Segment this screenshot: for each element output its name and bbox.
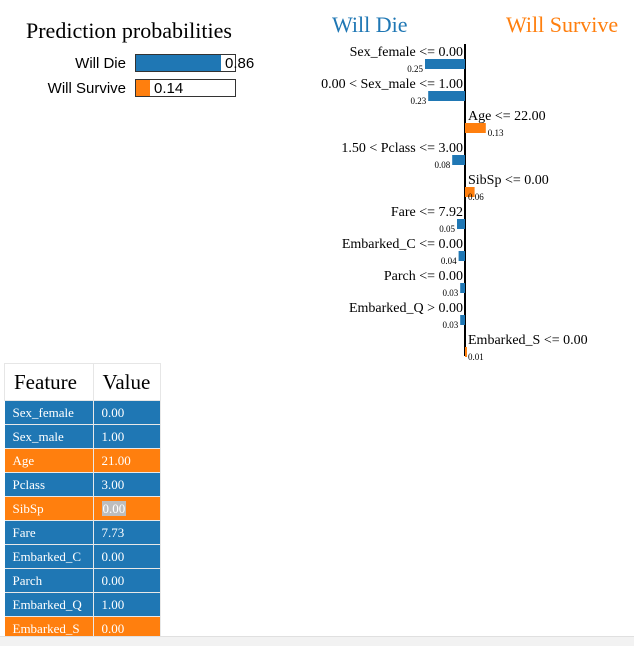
class-title-will-survive: Will Survive [506,12,619,37]
table-header-row: Feature Value [4,363,161,401]
bar-label-fare-7-92: Fare <= 7.92 [391,205,463,220]
bar-value-0-00-sex-male-1-00: 0.23 [410,96,426,106]
table-row: Embarked_S 0.00 [4,616,161,641]
prob-label-will-survive: Will Survive [47,80,126,97]
bar-value-sex-female-0-00: 0.25 [407,64,423,74]
feature-value-cell: 3.00 [93,472,161,497]
bar-label-embarked-c-0-00: Embarked_C <= 0.00 [342,237,463,252]
table-header-feature: Feature [4,363,94,401]
feature-value-cell: 1.00 [93,592,161,617]
feature-name-cell: Fare [4,520,94,545]
bar-label-0-00-sex-male-1-00: 0.00 < Sex_male <= 1.00 [321,77,463,92]
bar-label-sibsp-0-00: SibSp <= 0.00 [468,173,549,188]
feature-value-cell: 7.73 [93,520,161,545]
bar-label-embarked-s-0-00: Embarked_S <= 0.00 [468,333,588,348]
bottom-divider [0,636,634,646]
bar-fare-7-92 [457,219,465,229]
table-row: Embarked_C 0.00 [4,544,161,569]
bar-label-embarked-q-0-00: Embarked_Q > 0.00 [349,301,463,316]
table-row: Age 21.00 [4,448,161,473]
bar-embarked-c-0-00 [458,251,465,261]
bar-1-50-pclass-3-00 [452,155,465,165]
table-row: Parch 0.00 [4,568,161,593]
prob-row-will-die: Will Die 0.86 [0,54,634,74]
prob-label-will-die: Will Die [75,55,126,72]
prob-bar-will-die [135,54,236,72]
bar-sibsp-0-00 [465,187,475,197]
bar-label-sex-female-0-00: Sex_female <= 0.00 [350,45,463,60]
table-row: Sex_male 1.00 [4,424,161,449]
bar-label-1-50-pclass-3-00: 1.50 < Pclass <= 3.00 [341,141,463,156]
feature-value-cell: 21.00 [93,448,161,473]
prob-row-will-survive: Will Survive 0.14 [0,79,634,99]
feature-name-cell: Pclass [4,472,94,497]
bar-parch-0-00 [460,283,465,293]
bar-embarked-s-0-00 [465,347,467,357]
table-row: Embarked_Q 1.00 [4,592,161,617]
bar-age-22-00 [465,123,486,133]
highlighted-value: 0.00 [101,500,127,516]
table-row: Pclass 3.00 [4,472,161,497]
explanation-bar-chart: Sex_female <= 0.00 0.25 0.00 < Sex_male <=… [321,44,588,362]
bar-0-00-sex-male-1-00 [428,91,465,101]
feature-value-cell: 1.00 [93,424,161,449]
bar-value-sibsp-0-00: 0.06 [468,192,484,202]
bar-label-age-22-00: Age <= 22.00 [468,109,546,124]
prob-value-will-survive: 0.14 [154,80,184,97]
feature-name-cell: Embarked_Q [4,592,94,617]
bar-value-parch-0-00: 0.03 [442,288,458,298]
prob-bar-fill-will-survive [136,80,150,96]
bar-sex-female-0-00 [425,59,465,69]
table-header-value: Value [92,363,161,401]
bar-value-embarked-s-0-00: 0.01 [468,352,484,362]
table-row: Sex_female 0.00 [4,400,161,425]
bar-label-parch-0-00: Parch <= 0.00 [384,269,463,284]
feature-value-cell: 0.00 [93,568,161,593]
feature-value-cell: 0.00 [93,544,161,569]
prob-value-will-die: 0.86 [225,55,255,72]
bar-value-fare-7-92: 0.05 [439,224,455,234]
feature-name-cell: Parch [4,568,94,593]
feature-name-cell: Age [4,448,94,473]
prob-bar-will-survive [135,79,236,97]
bar-value-embarked-c-0-00: 0.04 [441,256,457,266]
feature-value-cell: 0.00 [93,400,161,425]
feature-name-cell: Sex_male [4,424,94,449]
class-title-will-die: Will Die [332,12,408,37]
bar-value-age-22-00: 0.13 [488,128,504,138]
feature-name-cell: SibSp [4,496,94,521]
bar-value-embarked-q-0-00: 0.03 [442,320,458,330]
feature-value-cell: 0.00 [93,496,161,521]
prediction-probabilities-title: Prediction probabilities [26,18,232,43]
prob-bar-fill-will-die [136,55,221,71]
feature-name-cell: Sex_female [4,400,94,425]
table-row: Fare 7.73 [4,520,161,545]
bar-value-1-50-pclass-3-00: 0.08 [434,160,450,170]
bar-embarked-q-0-00 [460,315,465,325]
feature-value-table: Feature Value Sex_female 0.00 Sex_male 1.00… [4,363,161,641]
table-row: SibSp 0.00 [4,496,161,521]
feature-name-cell: Embarked_C [4,544,94,569]
